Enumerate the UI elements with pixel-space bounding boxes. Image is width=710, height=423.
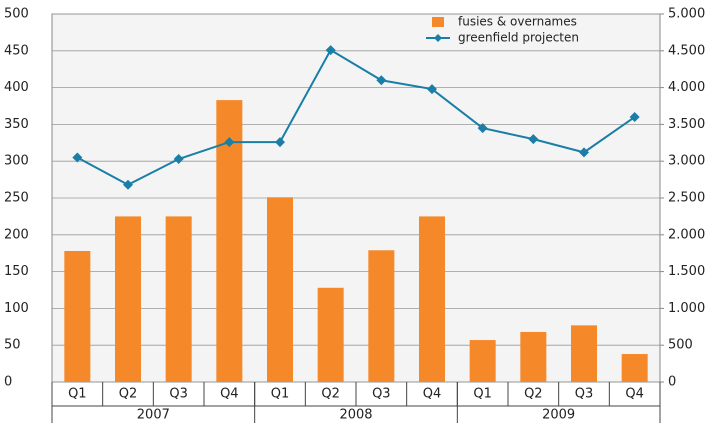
line-marker: [376, 75, 387, 86]
group-label: 2009: [542, 408, 575, 423]
legend-label: greenfield projecten: [458, 31, 579, 45]
x-tick-label: Q1: [473, 387, 492, 402]
legend: fusies & overnames greenfield projecten: [426, 15, 579, 45]
line-marker: [477, 123, 488, 134]
y2-tick-label: 2.500: [668, 191, 705, 206]
line-marker: [123, 179, 133, 190]
y-tick-label: 450: [4, 43, 29, 58]
y2-tick-label: 4.000: [668, 80, 705, 95]
y2-tick-label: 2.000: [668, 227, 705, 242]
x-tick-label: Q3: [169, 387, 188, 402]
x-tick-label: Q4: [625, 387, 644, 402]
y-tick-label: 50: [4, 338, 21, 353]
y-tick-label: 250: [4, 191, 29, 206]
y-tick-label: 500: [4, 7, 29, 22]
y2-tick-label: 5.000: [668, 7, 705, 22]
line-marker: [629, 112, 640, 123]
bar: [115, 216, 141, 382]
bar: [267, 197, 293, 382]
x-tick-label: Q3: [372, 387, 391, 402]
bar: [419, 216, 445, 382]
y-tick-label: 100: [4, 301, 29, 316]
line-marker: [427, 84, 437, 95]
bar: [368, 250, 395, 382]
y2-tick-label: 1.000: [668, 301, 705, 316]
y-tick-label: 400: [4, 80, 29, 95]
x-axis: [51, 382, 661, 423]
x-tick-label: Q2: [321, 387, 340, 402]
line-marker: [579, 147, 589, 158]
line-marker: [173, 153, 184, 164]
line-marker: [325, 45, 336, 56]
bar: [571, 325, 597, 382]
x-tick-label: Q1: [68, 387, 87, 402]
x-tick-label: Q2: [524, 387, 543, 402]
line-marker: [275, 137, 285, 148]
bar: [621, 354, 648, 382]
legend-swatch: [434, 34, 442, 42]
y2-tick-label: 0: [668, 375, 676, 390]
y2-tick-label: 500: [668, 338, 693, 353]
x-tick-label: Q1: [271, 387, 290, 402]
y-tick-label: 0: [4, 375, 12, 390]
line-marker: [224, 137, 235, 148]
x-tick-label: Q4: [423, 387, 442, 402]
y-tick-label: 200: [4, 227, 29, 242]
y-tick-label: 350: [4, 117, 29, 132]
bar: [64, 250, 91, 382]
bar: [520, 331, 547, 382]
group-label: 2007: [137, 408, 170, 423]
x-tick-label: Q2: [119, 387, 138, 402]
bar: [165, 216, 192, 382]
y-tick-label: 300: [4, 154, 29, 169]
line-marker: [72, 152, 83, 163]
line-marker: [528, 134, 539, 145]
y2-tick-label: 4.500: [668, 43, 705, 58]
bar: [216, 100, 243, 382]
line: [76, 48, 636, 186]
y-tick-label: 150: [4, 264, 29, 279]
y2-tick-label: 1.500: [668, 264, 705, 279]
y2-tick-label: 3.500: [668, 117, 705, 132]
bar: [469, 340, 496, 382]
legend-swatch: [432, 17, 444, 27]
group-label: 2008: [339, 408, 372, 423]
x-tick-label: Q4: [220, 387, 239, 402]
x-tick-label: Q3: [575, 387, 594, 402]
bar: [317, 287, 344, 382]
y2-tick-label: 3.000: [668, 154, 705, 169]
legend-label: fusies & overnames: [458, 15, 577, 29]
